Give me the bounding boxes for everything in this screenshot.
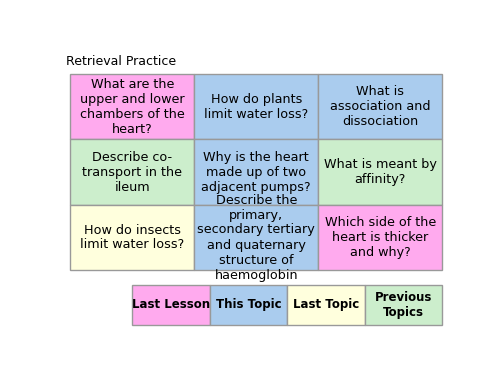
- Bar: [194, 140, 318, 205]
- Text: Which side of the
heart is thicker
and why?: Which side of the heart is thicker and w…: [324, 216, 436, 259]
- Bar: [318, 140, 442, 205]
- Text: Describe co-
transport in the
ileum: Describe co- transport in the ileum: [82, 150, 182, 194]
- Text: This Topic: This Topic: [216, 298, 282, 311]
- Bar: [70, 74, 194, 140]
- Bar: [318, 205, 442, 270]
- Bar: [70, 140, 194, 205]
- Text: Why is the heart
made up of two
adjacent pumps?: Why is the heart made up of two adjacent…: [202, 150, 311, 194]
- Text: What are the
upper and lower
chambers of the
heart?: What are the upper and lower chambers of…: [80, 78, 184, 136]
- Bar: [365, 285, 442, 325]
- Text: Previous
Topics: Previous Topics: [375, 291, 432, 319]
- Text: Last Lesson: Last Lesson: [132, 298, 210, 311]
- Text: Last Topic: Last Topic: [293, 298, 359, 311]
- Bar: [70, 205, 194, 270]
- Text: How do insects
limit water loss?: How do insects limit water loss?: [80, 224, 184, 252]
- Text: How do plants
limit water loss?: How do plants limit water loss?: [204, 93, 308, 121]
- Bar: [194, 205, 318, 270]
- Text: What is meant by
affinity?: What is meant by affinity?: [324, 158, 436, 186]
- Bar: [132, 285, 210, 325]
- Bar: [210, 285, 287, 325]
- Text: Describe the
primary,
secondary tertiary
and quaternary
structure of
haemoglobin: Describe the primary, secondary tertiary…: [198, 194, 315, 282]
- Bar: [287, 285, 365, 325]
- Bar: [318, 74, 442, 140]
- Text: Retrieval Practice: Retrieval Practice: [66, 55, 176, 68]
- Text: What is
association and
dissociation: What is association and dissociation: [330, 85, 430, 128]
- Bar: [194, 74, 318, 140]
